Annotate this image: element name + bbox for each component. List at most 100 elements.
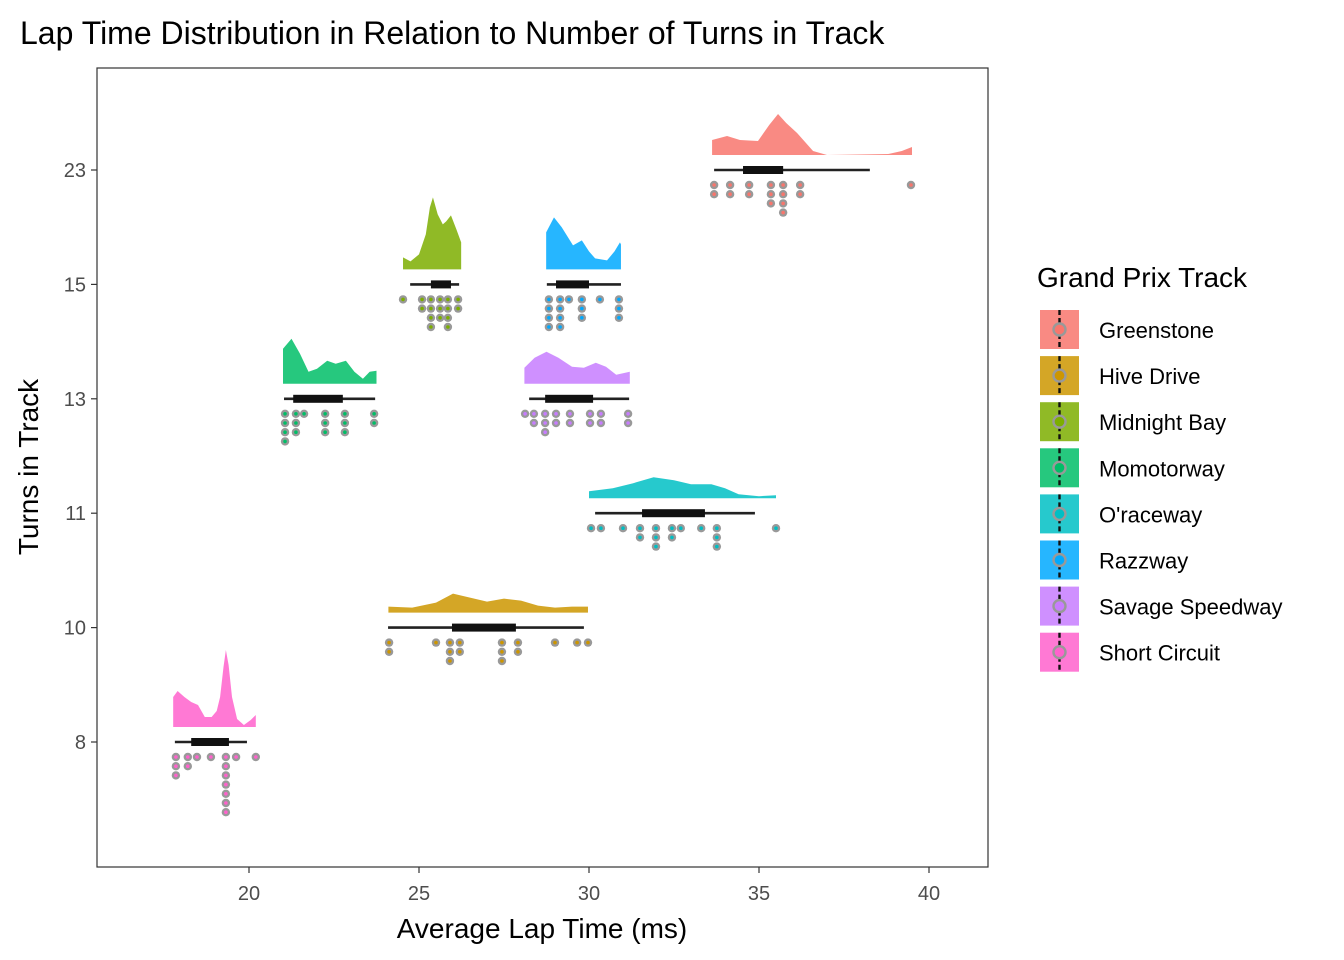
y-axis: 8 10 11 13 15 23 <box>64 160 97 754</box>
x-tick-label: 30 <box>578 883 600 905</box>
data-point-center <box>654 535 658 540</box>
data-point-center <box>554 412 558 416</box>
box-iqr <box>191 738 229 746</box>
legend-title: Grand Prix Track <box>1037 262 1248 293</box>
data-point-center <box>254 755 258 759</box>
x-tick-label: 40 <box>918 883 940 905</box>
data-point-center <box>781 183 785 187</box>
data-point-center <box>781 201 785 206</box>
data-point-center <box>343 421 347 425</box>
plot-area <box>171 114 916 817</box>
data-point-center <box>186 755 190 759</box>
data-point-center <box>429 297 433 302</box>
legend: Grand Prix Track Greenstone Hive Drive Mid… <box>1037 262 1282 672</box>
data-point-center <box>909 183 913 187</box>
box-iqr <box>545 394 594 403</box>
legend-key-point <box>1052 552 1067 568</box>
y-tick-label: 15 <box>64 274 86 296</box>
box-iqr <box>430 280 451 289</box>
data-point-center <box>558 306 562 311</box>
chart-title: Lap Time Distribution in Relation to Num… <box>20 15 885 51</box>
data-point-center <box>715 526 719 530</box>
series-razzway <box>544 217 624 332</box>
data-point-center <box>798 192 802 196</box>
y-axis-title: Turns in Track <box>13 378 44 555</box>
data-point-center <box>372 412 376 416</box>
density-cloud <box>546 217 621 270</box>
data-point-center <box>420 297 424 302</box>
data-point-center <box>532 421 536 425</box>
data-point-center <box>553 640 557 645</box>
data-point-center <box>654 544 658 549</box>
data-point-center <box>654 526 658 530</box>
data-point-center <box>434 640 438 645</box>
data-point-center <box>372 421 376 425</box>
data-point-center <box>283 421 287 425</box>
legend-item: O'raceway <box>1040 494 1202 534</box>
data-point-center <box>638 526 642 530</box>
series-savage-speedway <box>520 351 633 437</box>
data-point-center <box>575 640 579 645</box>
data-point-center <box>283 439 287 444</box>
data-point-center <box>500 659 504 663</box>
legend-key-point <box>1052 414 1067 429</box>
data-point-center <box>323 412 327 416</box>
data-point-center <box>580 316 584 320</box>
data-point-center <box>670 535 674 540</box>
data-point-center <box>769 201 773 206</box>
legend-key-point <box>1052 322 1067 337</box>
series-short-circuit <box>171 650 260 817</box>
x-axis: 20 25 30 35 40 <box>238 867 940 905</box>
data-point-center <box>712 183 716 187</box>
data-point-center <box>448 640 452 645</box>
data-point-center <box>617 306 621 311</box>
x-axis-title: Average Lap Time (ms) <box>397 913 688 944</box>
data-point-center <box>558 297 562 302</box>
data-point-center <box>294 421 298 425</box>
data-point-center <box>599 421 603 425</box>
data-point-center <box>568 412 572 416</box>
data-point-center <box>224 801 228 805</box>
data-point-center <box>294 412 298 416</box>
legend-item: Short Circuit <box>1040 632 1220 672</box>
data-point-center <box>209 755 213 759</box>
data-point-center <box>589 526 593 530</box>
data-point-center <box>456 297 460 302</box>
data-point-center <box>448 650 452 654</box>
data-point-center <box>500 640 504 645</box>
legend-label: Savage Speedway <box>1099 595 1282 620</box>
data-point-center <box>387 640 391 645</box>
series-hive-drive <box>384 593 593 666</box>
data-point-center <box>283 430 287 435</box>
density-cloud <box>524 351 630 384</box>
data-point-center <box>554 421 558 425</box>
legend-key-point <box>1052 506 1067 522</box>
box-iqr <box>556 280 589 289</box>
data-point-center <box>547 325 551 329</box>
density-cloud <box>403 197 462 270</box>
data-point-center <box>174 755 178 759</box>
legend-item: Hive Drive <box>1040 356 1200 396</box>
data-point-center <box>532 412 536 416</box>
legend-key-point <box>1052 598 1067 614</box>
data-point-center <box>500 650 504 654</box>
data-point-center <box>599 526 603 530</box>
data-point-center <box>543 412 547 416</box>
data-point-center <box>588 412 592 416</box>
y-tick-label: 10 <box>64 618 86 640</box>
data-point-center <box>728 192 732 196</box>
legend-label: Midnight Bay <box>1099 410 1226 435</box>
data-point-center <box>516 650 520 654</box>
box-iqr <box>451 623 516 632</box>
legend-item: Midnight Bay <box>1040 402 1226 442</box>
series-o-raceway <box>586 477 781 551</box>
data-point-center <box>679 526 683 530</box>
legend-label: O'raceway <box>1099 502 1202 527</box>
data-point-center <box>781 210 785 215</box>
data-point-center <box>224 782 228 787</box>
data-point-center <box>456 306 460 311</box>
data-point-center <box>448 659 452 663</box>
y-tick-label: 11 <box>65 503 86 525</box>
data-point-center <box>195 755 199 759</box>
